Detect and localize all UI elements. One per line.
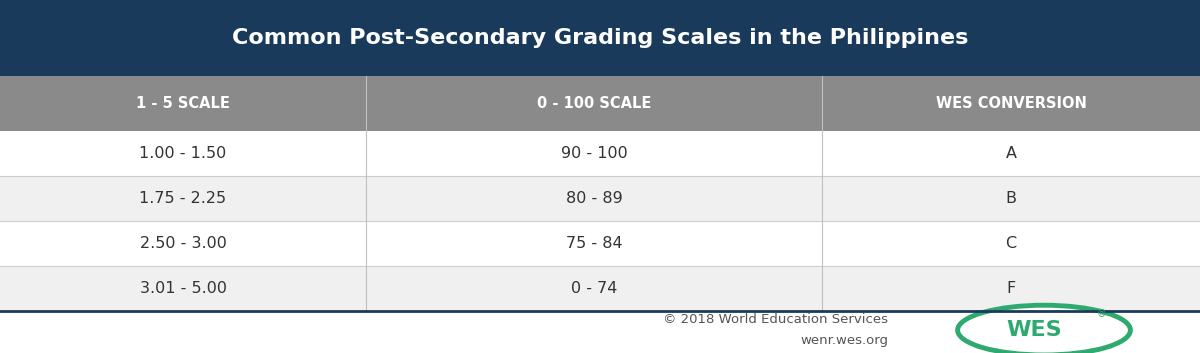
Text: B: B — [1006, 191, 1016, 206]
FancyBboxPatch shape — [0, 266, 1200, 311]
Text: 90 - 100: 90 - 100 — [560, 146, 628, 161]
Text: © 2018 World Education Services: © 2018 World Education Services — [662, 313, 888, 326]
Text: 3.01 - 5.00: 3.01 - 5.00 — [139, 281, 227, 296]
Text: 2.50 - 3.00: 2.50 - 3.00 — [139, 236, 227, 251]
Circle shape — [958, 305, 1130, 353]
FancyBboxPatch shape — [0, 0, 1200, 76]
Text: wenr.wes.org: wenr.wes.org — [800, 334, 888, 347]
FancyBboxPatch shape — [0, 311, 1200, 346]
Text: WES CONVERSION: WES CONVERSION — [936, 96, 1086, 111]
FancyBboxPatch shape — [0, 176, 1200, 221]
FancyBboxPatch shape — [0, 131, 1200, 176]
Text: 1 - 5 SCALE: 1 - 5 SCALE — [136, 96, 230, 111]
Text: 80 - 89: 80 - 89 — [565, 191, 623, 206]
Text: Common Post-Secondary Grading Scales in the Philippines: Common Post-Secondary Grading Scales in … — [232, 28, 968, 48]
Text: ®: ® — [1097, 310, 1106, 319]
Text: A: A — [1006, 146, 1016, 161]
Text: WES: WES — [1007, 320, 1062, 340]
Text: 75 - 84: 75 - 84 — [565, 236, 623, 251]
Text: C: C — [1006, 236, 1016, 251]
Text: 1.75 - 2.25: 1.75 - 2.25 — [139, 191, 227, 206]
Text: 0 - 74: 0 - 74 — [571, 281, 617, 296]
Text: 0 - 100 SCALE: 0 - 100 SCALE — [536, 96, 652, 111]
Text: 1.00 - 1.50: 1.00 - 1.50 — [139, 146, 227, 161]
FancyBboxPatch shape — [0, 76, 1200, 131]
Text: F: F — [1007, 281, 1015, 296]
FancyBboxPatch shape — [0, 221, 1200, 266]
